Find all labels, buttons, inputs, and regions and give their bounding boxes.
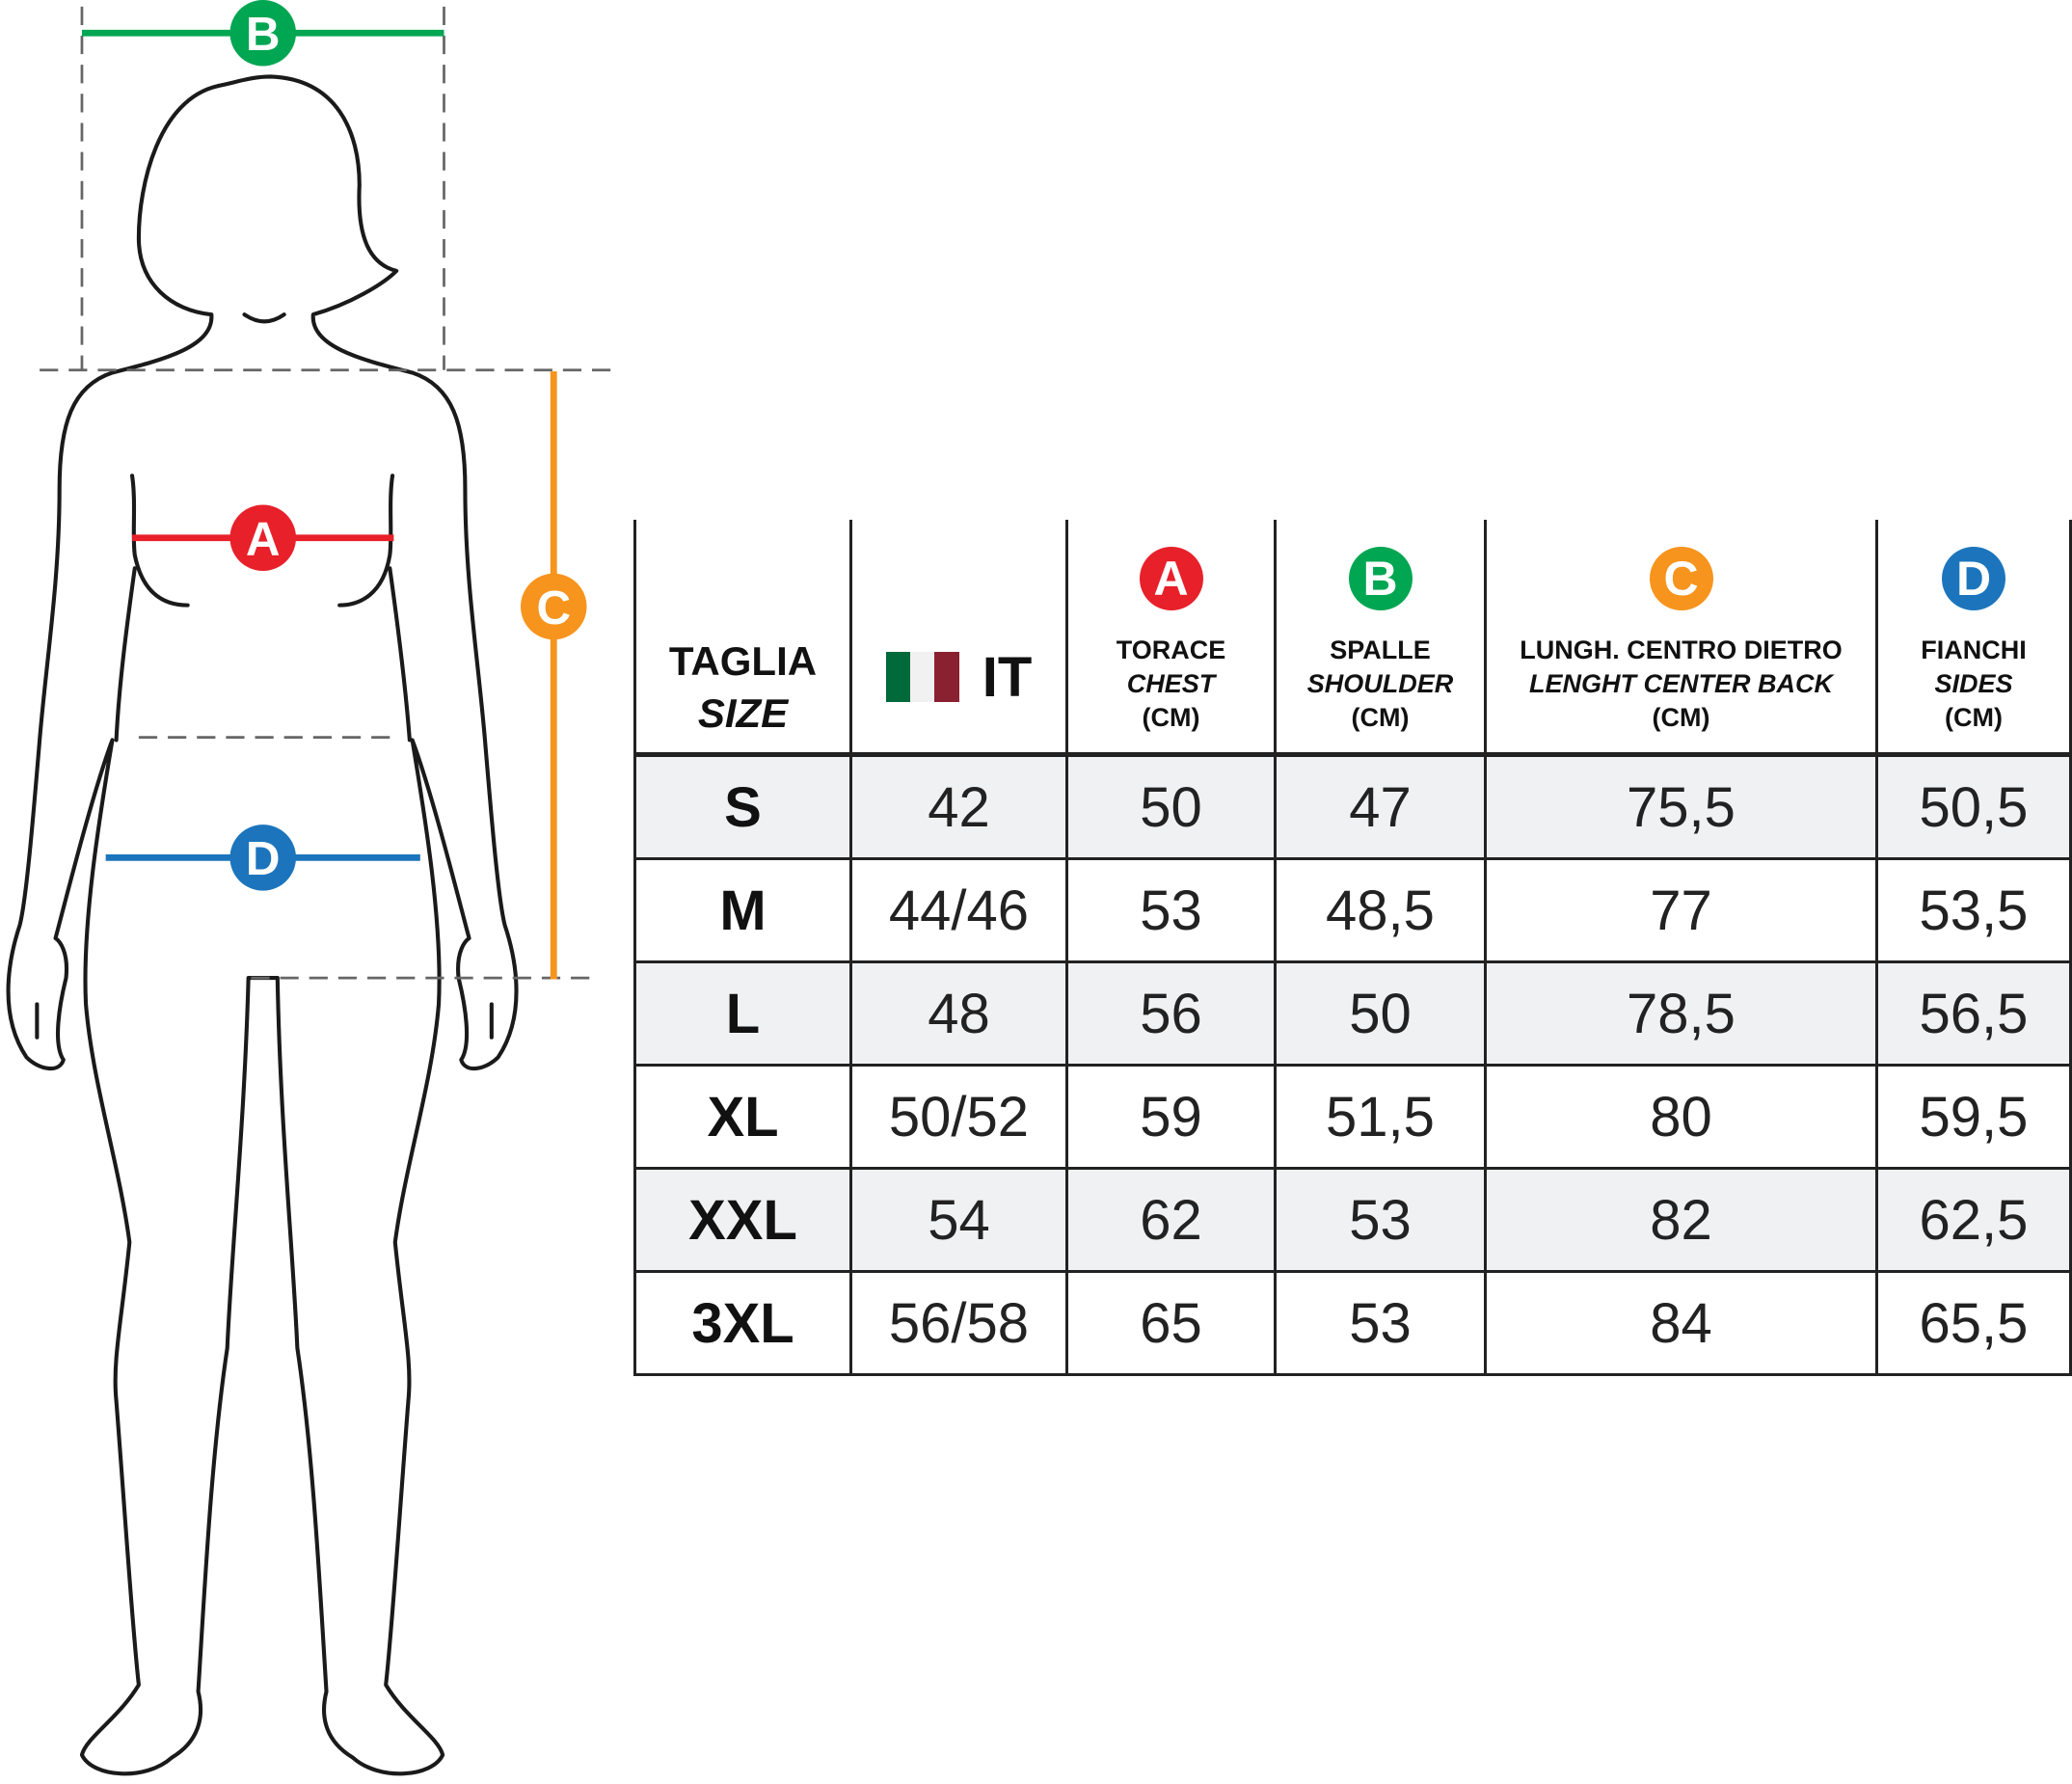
size-table: TAGLIA SIZE IT A TORACE CHEST (CM) B SPALLE SH… [633,520,2072,1376]
cell-it: 56/58 [849,1271,1068,1376]
cell-length: 80 [1484,1065,1878,1170]
cell-chest: 62 [1065,1168,1277,1273]
cell-sides: 56,5 [1875,961,2072,1067]
cell-chest: 50 [1065,754,1277,860]
cell-chest: 56 [1065,961,1277,1067]
cell-sides: 65,5 [1875,1271,2072,1376]
cell-it: 50/52 [849,1065,1068,1170]
cell-shoulder: 51,5 [1274,1065,1487,1170]
cell-chest: 65 [1065,1271,1277,1376]
cell-size: XL [633,1065,852,1170]
cell-size: S [633,754,852,860]
cell-chest: 59 [1065,1065,1277,1170]
table-header-row: TAGLIA SIZE IT A TORACE CHEST (CM) B SPALLE SH… [633,520,2072,755]
table-row: 3XL 56/58 65 53 84 65,5 [633,1271,2072,1376]
cell-it: 44/46 [849,858,1068,963]
figure-label-d: D [246,832,281,885]
cell-length: 78,5 [1484,961,1878,1067]
table-row: L 48 56 50 78,5 56,5 [633,961,2072,1067]
cell-length: 84 [1484,1271,1878,1376]
header-size: TAGLIA SIZE [633,520,852,755]
badge-c-icon: C [1649,546,1713,610]
badge-c-icon [520,573,587,640]
cell-sides: 62,5 [1875,1168,2072,1273]
cell-shoulder: 48,5 [1274,858,1487,963]
cell-sides: 50,5 [1875,754,2072,860]
header-sides: D FIANCHI SIDES (CM) [1875,520,2072,755]
cell-shoulder: 53 [1274,1168,1487,1273]
guide-lines [40,6,622,980]
table-row: XL 50/52 59 51,5 80 59,5 [633,1065,2072,1170]
cell-sides: 53,5 [1875,858,2072,963]
header-shoulder: B SPALLE SHOULDER (CM) [1274,520,1487,755]
cell-length: 77 [1484,858,1878,963]
woman-silhouette [6,74,519,1776]
cell-shoulder: 47 [1274,754,1487,860]
cell-size: XXL [633,1168,852,1273]
table-row: S 42 50 47 75,5 50,5 [633,754,2072,860]
table-row: M 44/46 53 48,5 77 53,5 [633,858,2072,963]
cell-it: 48 [849,961,1068,1067]
cell-shoulder: 50 [1274,961,1487,1067]
badge-a-icon: A [1139,546,1203,610]
italy-flag-icon [885,652,959,703]
figure-label-a: A [246,513,281,566]
badge-b-icon: B [1348,546,1413,610]
badge-d-icon: D [1942,546,2005,610]
header-length: C LUNGH. CENTRO DIETRO LENGHT CENTER BACK(… [1484,520,1878,755]
figure-label-b: B [246,8,281,61]
table-row: XXL 54 62 53 82 62,5 [633,1168,2072,1273]
cell-it: 54 [849,1168,1068,1273]
cell-sides: 59,5 [1875,1065,2072,1170]
figure-label-c: C [536,581,571,635]
header-it: IT [849,520,1068,755]
badge-d-icon [229,824,296,891]
cell-size: 3XL [633,1271,852,1376]
cell-chest: 53 [1065,858,1277,963]
cell-length: 82 [1484,1168,1878,1273]
badge-b-icon [229,0,296,67]
cell-size: M [633,858,852,963]
cell-it: 42 [849,754,1068,860]
cell-size: L [633,961,852,1067]
cell-shoulder: 53 [1274,1271,1487,1376]
badge-a-icon [229,504,296,571]
cell-length: 75,5 [1484,754,1878,860]
header-chest: A TORACE CHEST (CM) [1065,520,1277,755]
